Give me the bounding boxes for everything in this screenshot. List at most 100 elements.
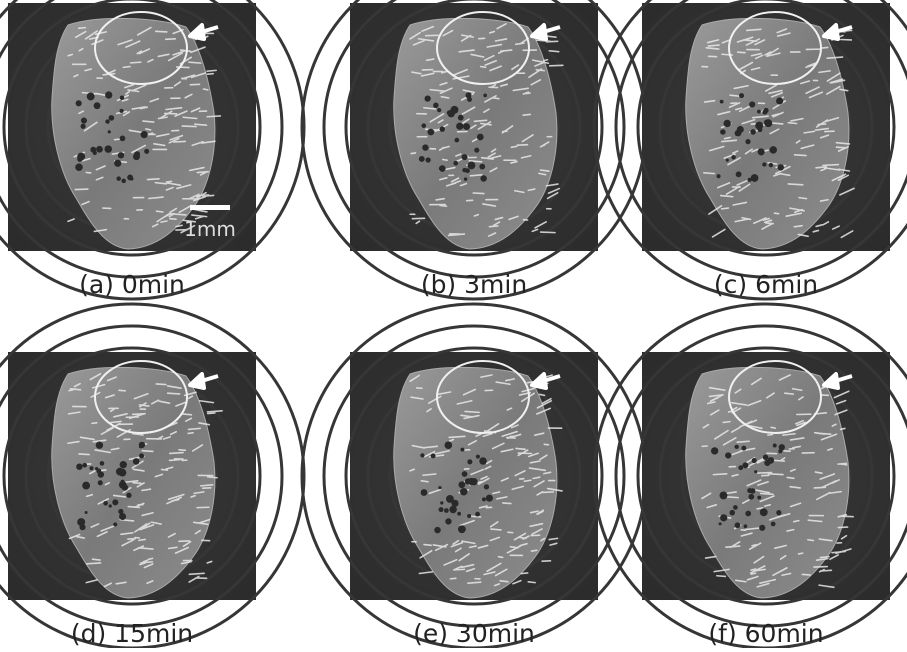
pore bbox=[96, 146, 103, 153]
pore bbox=[467, 514, 471, 518]
pore bbox=[754, 470, 757, 473]
pore bbox=[770, 146, 777, 153]
page: 1mm(a) 0min(b) 3min(c) 6min(d) 15min(e) … bbox=[0, 0, 907, 648]
pore bbox=[745, 139, 750, 144]
pore bbox=[751, 174, 759, 182]
pore bbox=[730, 510, 735, 515]
dendrite bbox=[474, 120, 486, 121]
pore bbox=[720, 492, 728, 500]
pore bbox=[749, 101, 755, 107]
pore bbox=[736, 171, 742, 177]
pore bbox=[422, 144, 428, 150]
pore bbox=[118, 152, 124, 158]
dendrite bbox=[468, 582, 481, 583]
pore bbox=[449, 506, 456, 513]
pore bbox=[731, 155, 735, 159]
pore bbox=[105, 91, 112, 98]
pore bbox=[425, 96, 431, 102]
pore bbox=[119, 469, 127, 477]
pore bbox=[757, 496, 761, 500]
dendrite bbox=[761, 493, 773, 494]
pore bbox=[112, 499, 118, 505]
pore bbox=[462, 168, 466, 172]
pore bbox=[776, 510, 781, 515]
pore bbox=[764, 460, 770, 466]
dendrite bbox=[820, 557, 829, 558]
pore bbox=[421, 489, 428, 496]
dendrite bbox=[201, 485, 213, 486]
pore bbox=[479, 164, 485, 170]
pore bbox=[752, 458, 757, 463]
dendrite bbox=[133, 483, 141, 484]
dendrite bbox=[470, 175, 481, 176]
pore bbox=[719, 522, 722, 525]
pore bbox=[725, 452, 731, 458]
panel-caption: (e) 30min bbox=[413, 619, 535, 648]
pore bbox=[724, 120, 731, 127]
panel-caption: (f) 60min bbox=[708, 619, 823, 648]
pore bbox=[460, 448, 464, 452]
dendrite bbox=[757, 508, 763, 509]
pore bbox=[482, 497, 486, 501]
dendrite bbox=[521, 573, 528, 574]
dendrite bbox=[203, 89, 207, 90]
dendrite bbox=[491, 529, 501, 530]
pore bbox=[758, 148, 765, 155]
pore bbox=[458, 525, 466, 533]
pore bbox=[458, 115, 464, 121]
dendrite bbox=[723, 422, 730, 423]
pore bbox=[474, 148, 479, 153]
pore bbox=[446, 495, 454, 503]
dendrite bbox=[751, 569, 756, 570]
pore bbox=[98, 480, 103, 485]
pore bbox=[96, 442, 103, 449]
dendrite bbox=[523, 114, 530, 115]
pore bbox=[773, 444, 777, 448]
dendrite bbox=[713, 474, 726, 475]
dendrite bbox=[189, 573, 204, 574]
pore bbox=[476, 455, 480, 459]
pore bbox=[122, 484, 128, 490]
dendrite bbox=[168, 393, 180, 394]
dendrite bbox=[162, 469, 168, 470]
pore bbox=[480, 175, 486, 181]
dendrite bbox=[68, 54, 72, 55]
pore bbox=[420, 453, 424, 457]
dendrite bbox=[722, 208, 729, 209]
dendrite bbox=[473, 193, 484, 194]
panel-caption: (a) 0min bbox=[79, 270, 185, 299]
dendrite bbox=[758, 473, 772, 474]
pore bbox=[434, 527, 440, 533]
pore bbox=[778, 449, 782, 453]
pore bbox=[119, 109, 123, 113]
pore bbox=[463, 123, 470, 130]
pore bbox=[439, 126, 444, 131]
pore bbox=[437, 108, 441, 112]
pore bbox=[711, 447, 718, 454]
dendrite bbox=[795, 155, 807, 156]
pore bbox=[81, 118, 87, 124]
dendrite bbox=[147, 179, 159, 180]
pore bbox=[776, 97, 783, 104]
pore bbox=[89, 466, 93, 470]
pore bbox=[109, 504, 112, 507]
dendrite bbox=[481, 66, 486, 67]
dendrite bbox=[788, 184, 803, 185]
pore bbox=[755, 122, 763, 130]
dendrite bbox=[170, 219, 176, 220]
pore bbox=[121, 179, 126, 184]
dendrite bbox=[197, 172, 208, 173]
dendrite bbox=[111, 421, 121, 422]
dendrite bbox=[139, 539, 145, 540]
pore bbox=[734, 445, 738, 449]
pore bbox=[771, 522, 776, 527]
dendrite bbox=[503, 503, 511, 504]
pore bbox=[144, 149, 149, 154]
pore bbox=[445, 441, 453, 449]
pore bbox=[763, 163, 766, 166]
pore bbox=[114, 160, 121, 167]
pore bbox=[720, 100, 724, 104]
dendrite bbox=[182, 126, 196, 127]
dendrite bbox=[737, 441, 749, 442]
dendrite bbox=[123, 67, 130, 68]
